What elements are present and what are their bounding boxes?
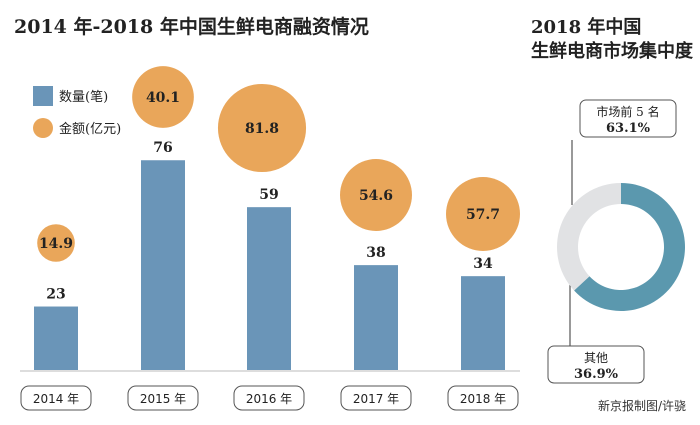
- bar-value-label: 76: [153, 140, 172, 156]
- callout-top5: [579, 99, 677, 138]
- legend-swatch-count: [33, 86, 53, 106]
- callout-other-label: 其他: [584, 351, 608, 365]
- callout-top5-value: 63.1%: [606, 121, 651, 136]
- bubble-value-label: 40.1: [146, 90, 180, 106]
- year-label-box: [20, 385, 92, 411]
- callout-other: [547, 345, 645, 384]
- legend-swatch-amount: [33, 118, 53, 138]
- year-label: 2018 年: [460, 392, 506, 406]
- year-label-box: [233, 385, 305, 411]
- bubble-value-label: 14.9: [39, 236, 73, 252]
- callout-top5-label: 市场前 5 名: [596, 104, 659, 119]
- legend-label-amount: 金额(亿元): [59, 121, 121, 137]
- donut-title-line2: 生鲜电商市场集中度: [531, 40, 694, 62]
- bar: [247, 207, 291, 370]
- amount-bubble: [340, 159, 412, 231]
- year-label: 2014 年: [33, 392, 79, 406]
- bar-value-label: 23: [46, 287, 65, 303]
- year-label: 2016 年: [246, 392, 292, 406]
- credit: 新京报制图/许骁: [598, 398, 686, 413]
- donut-title-line1: 2018 年中国: [531, 16, 641, 38]
- bar: [141, 160, 185, 370]
- bar: [34, 306, 78, 370]
- donut-slice: [557, 183, 621, 291]
- bar-value-label: 34: [473, 256, 493, 272]
- bar: [354, 265, 398, 370]
- bar: [461, 276, 505, 370]
- year-label: 2017 年: [353, 392, 399, 406]
- year-label: 2015 年: [140, 392, 186, 406]
- year-label-box: [447, 385, 519, 411]
- amount-bubble: [132, 66, 194, 128]
- callout-other-value: 36.9%: [574, 367, 619, 382]
- donut-slice: [574, 183, 685, 311]
- bubble-value-label: 57.7: [466, 207, 500, 223]
- year-label-box: [127, 385, 199, 411]
- bar-chart-title: 2014 年-2018 年中国生鲜电商融资情况: [14, 15, 369, 38]
- amount-bubble: [37, 224, 75, 262]
- amount-bubble: [217, 83, 307, 173]
- bar-value-label: 59: [259, 187, 278, 203]
- bar-value-label: 38: [366, 245, 385, 261]
- legend-label-count: 数量(笔): [59, 89, 108, 105]
- amount-bubble: [446, 177, 520, 251]
- bubble-value-label: 81.8: [245, 121, 279, 137]
- bubble-value-label: 54.6: [359, 188, 393, 204]
- year-label-box: [340, 385, 412, 411]
